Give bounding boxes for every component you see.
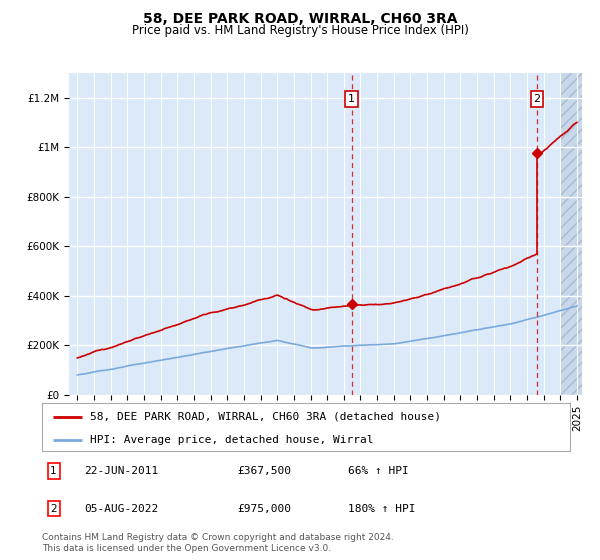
Text: £975,000: £975,000 [238, 504, 292, 514]
Bar [560, 73, 582, 395]
Text: 1: 1 [348, 94, 355, 104]
Text: 58, DEE PARK ROAD, WIRRAL, CH60 3RA (detached house): 58, DEE PARK ROAD, WIRRAL, CH60 3RA (det… [89, 412, 440, 422]
Text: 58, DEE PARK ROAD, WIRRAL, CH60 3RA: 58, DEE PARK ROAD, WIRRAL, CH60 3RA [143, 12, 457, 26]
Text: Price paid vs. HM Land Registry's House Price Index (HPI): Price paid vs. HM Land Registry's House … [131, 24, 469, 36]
Text: 2: 2 [533, 94, 541, 104]
Text: 1: 1 [50, 466, 57, 476]
Text: 66% ↑ HPI: 66% ↑ HPI [348, 466, 409, 476]
Text: Contains HM Land Registry data © Crown copyright and database right 2024.
This d: Contains HM Land Registry data © Crown c… [42, 533, 394, 553]
Text: HPI: Average price, detached house, Wirral: HPI: Average price, detached house, Wirr… [89, 435, 373, 445]
Text: 180% ↑ HPI: 180% ↑ HPI [348, 504, 416, 514]
Text: 22-JUN-2011: 22-JUN-2011 [84, 466, 158, 476]
Text: 2: 2 [50, 504, 57, 514]
Bar [560, 73, 582, 395]
Text: £367,500: £367,500 [238, 466, 292, 476]
Text: 05-AUG-2022: 05-AUG-2022 [84, 504, 158, 514]
